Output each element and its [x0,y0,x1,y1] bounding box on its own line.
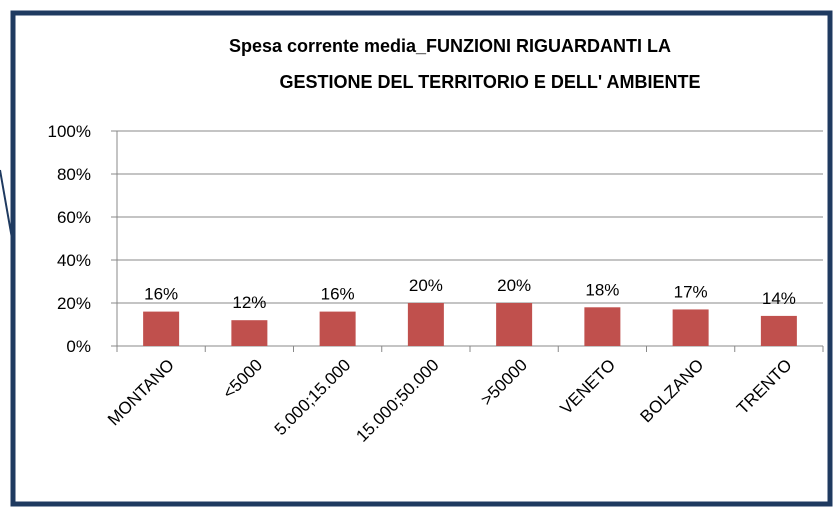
data-label: 20% [497,276,531,295]
y-tick-label: 0% [66,337,91,356]
frame [10,10,833,507]
bar [584,307,621,346]
bar [143,311,180,346]
data-label: 16% [321,285,355,304]
data-label: 20% [409,276,443,295]
y-tick-label: 40% [57,251,91,270]
y-tick-label: 80% [57,165,91,184]
data-label: 16% [144,285,178,304]
data-label: 18% [585,280,619,299]
bar [760,315,797,346]
bar [672,309,709,346]
data-label: 14% [762,289,796,308]
y-tick-label: 20% [57,294,91,313]
y-tick-label: 100% [48,122,91,141]
chart-title: GESTIONE DEL TERRITORIO E DELL' AMBIENTE [280,72,701,92]
bar [496,303,533,346]
y-tick-label: 60% [57,208,91,227]
data-label: 12% [232,293,266,312]
data-label: 17% [674,282,708,301]
bar [407,303,444,346]
bar [319,311,356,346]
bar [231,320,268,346]
chart-title: Spesa corrente media_FUNZIONI RIGUARDANT… [229,36,671,56]
